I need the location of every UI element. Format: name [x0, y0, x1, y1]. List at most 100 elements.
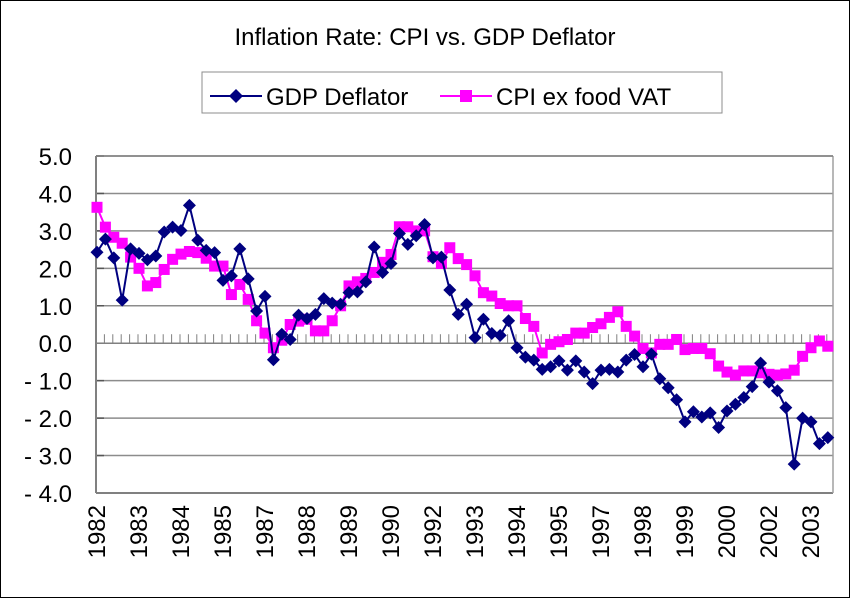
data-point-diamond — [418, 218, 432, 232]
data-point-diamond — [359, 275, 373, 289]
data-point-diamond — [468, 331, 482, 345]
legend-cpi-marker-square-icon — [460, 90, 472, 102]
data-point-square — [738, 365, 750, 377]
data-point-square — [91, 201, 103, 213]
x-tick-label: 2000 — [714, 505, 741, 558]
data-point-square — [444, 242, 456, 254]
data-point-square — [763, 368, 775, 380]
data-point-diamond — [392, 227, 406, 241]
data-point-square — [746, 365, 758, 377]
data-point-diamond — [476, 312, 490, 326]
data-point-square — [671, 333, 683, 345]
data-point-square — [620, 320, 632, 332]
data-point-square — [780, 368, 792, 380]
data-point-diamond — [367, 240, 381, 254]
data-point-square — [503, 300, 515, 312]
legend-cpi-label: CPI ex food VAT — [496, 84, 672, 111]
data-point-diamond — [586, 377, 600, 391]
data-point-square — [771, 369, 783, 381]
data-point-square — [612, 306, 624, 318]
data-point-square — [251, 315, 263, 327]
data-point-square — [813, 335, 825, 347]
y-tick-label: 1.0 — [39, 294, 72, 321]
data-point-square — [125, 251, 137, 263]
data-point-diamond — [703, 406, 717, 420]
legend-gdp-label: GDP Deflator — [266, 84, 408, 111]
legend: GDP Deflator CPI ex food VAT — [201, 71, 723, 114]
data-point-diamond — [140, 253, 154, 267]
data-point-diamond — [283, 332, 297, 346]
data-point-square — [385, 248, 397, 260]
data-point-square — [452, 253, 464, 265]
data-point-diamond — [342, 286, 356, 300]
data-point-diamond — [115, 293, 129, 307]
data-point-diamond — [779, 401, 793, 415]
data-point-square — [536, 347, 548, 359]
data-point-diamond — [745, 380, 759, 394]
data-point-diamond — [510, 341, 524, 355]
data-point-square — [469, 270, 481, 282]
x-tick-label: 1999 — [672, 505, 699, 558]
data-point-square — [553, 336, 565, 348]
x-tick-label: 1997 — [588, 505, 615, 558]
data-point-diamond — [308, 307, 322, 321]
data-point-square — [309, 325, 321, 337]
x-tick-label: 1995 — [546, 505, 573, 558]
data-point-square — [805, 342, 817, 354]
data-point-diamond — [544, 360, 558, 374]
data-point-diamond — [250, 304, 264, 318]
y-tick-label: - 2.0 — [24, 406, 72, 433]
data-point-square — [183, 245, 195, 257]
y-tick-label: - 3.0 — [24, 444, 72, 471]
data-point-square — [141, 280, 153, 292]
data-point-diamond — [770, 384, 784, 398]
x-tick-label: 1988 — [294, 505, 321, 558]
y-tick-label: 4.0 — [39, 181, 72, 208]
data-point-square — [217, 260, 229, 272]
x-tick-label: 1994 — [504, 505, 531, 558]
data-point-square — [519, 313, 531, 325]
data-point-diamond — [182, 198, 196, 212]
data-point-diamond — [577, 365, 591, 379]
y-tick-label: 3.0 — [39, 219, 72, 246]
data-point-diamond — [451, 307, 465, 321]
x-tick-label: 1992 — [420, 505, 447, 558]
data-point-square — [755, 367, 767, 379]
data-point-square — [486, 290, 498, 302]
data-point-diamond — [443, 283, 457, 297]
data-point-diamond — [611, 365, 625, 379]
data-point-square — [402, 221, 414, 233]
data-point-square — [511, 300, 523, 312]
x-tick-label: 1998 — [630, 505, 657, 558]
data-point-square — [687, 342, 699, 354]
data-point-diamond — [619, 353, 633, 367]
data-point-square — [192, 247, 204, 259]
data-point-diamond — [812, 437, 826, 451]
data-point-diamond — [762, 375, 776, 389]
data-point-diamond — [258, 289, 272, 303]
data-point-square — [284, 319, 296, 330]
data-point-diamond — [241, 272, 255, 286]
data-point-diamond — [628, 347, 642, 361]
data-point-diamond — [334, 297, 348, 311]
data-point-square — [133, 262, 145, 274]
data-point-diamond — [174, 224, 188, 238]
data-point-square — [158, 263, 170, 275]
data-point-diamond — [90, 245, 104, 259]
data-point-diamond — [376, 265, 390, 279]
data-point-diamond — [560, 363, 574, 377]
data-point-diamond — [670, 393, 684, 407]
data-point-diamond — [737, 391, 751, 405]
data-point-square — [696, 342, 708, 354]
data-point-diamond — [653, 372, 667, 386]
data-point-diamond — [804, 415, 818, 429]
data-point-diamond — [208, 246, 222, 260]
data-point-square — [175, 248, 187, 260]
data-point-diamond — [493, 328, 507, 342]
data-point-square — [545, 338, 557, 350]
data-point-diamond — [527, 353, 541, 367]
data-point-diamond — [594, 363, 608, 377]
data-point-square — [721, 366, 733, 378]
data-point-square — [561, 333, 573, 345]
